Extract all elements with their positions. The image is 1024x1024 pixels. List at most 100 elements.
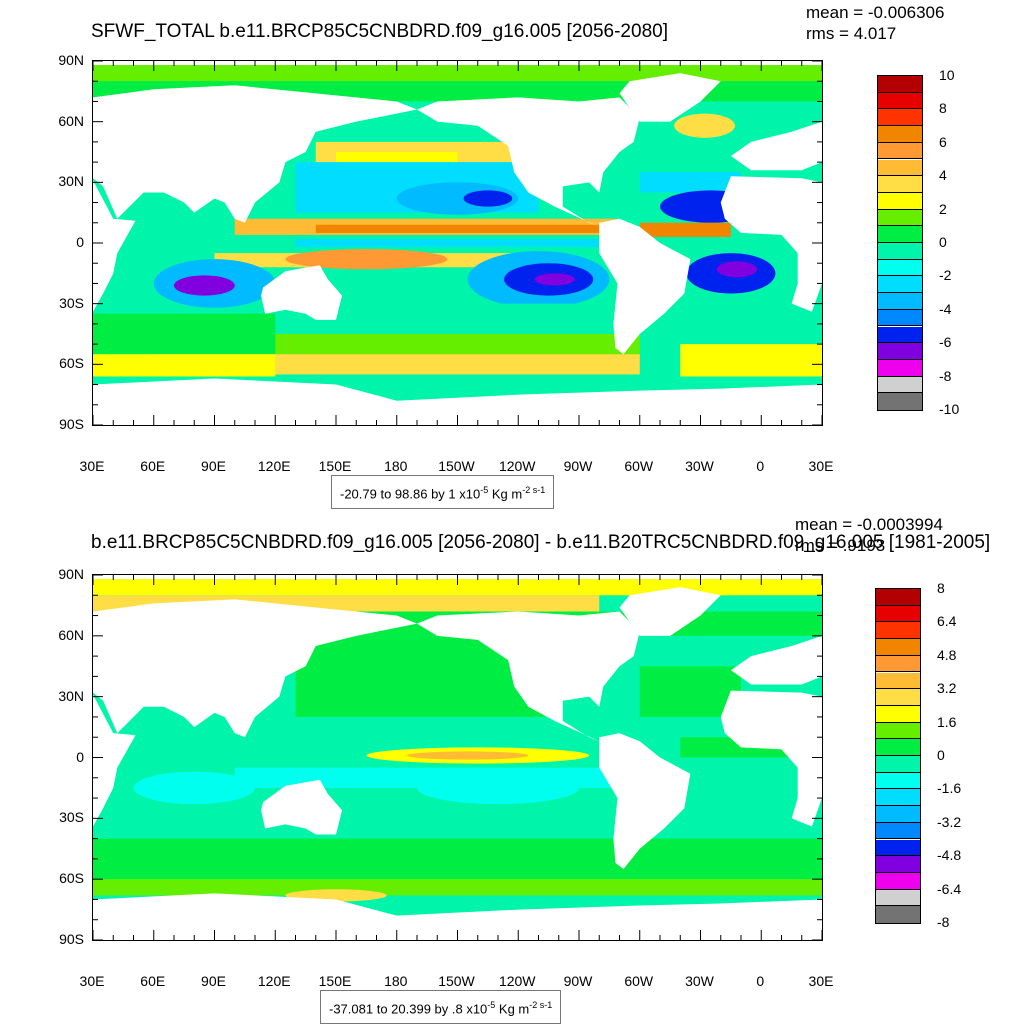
top-tick-marks xyxy=(93,61,822,425)
bottom-colorbar-cell xyxy=(876,639,920,656)
bottom-colorbar-label: 6.4 xyxy=(937,613,957,630)
bottom-colorbar-cell xyxy=(876,806,920,823)
top-y-tick-label: 0 xyxy=(76,234,84,250)
top-plot-title: SFWF_TOTAL b.e11.BRCP85C5CNBDRD.f09_g16.… xyxy=(91,21,668,42)
top-colorbar-cell xyxy=(878,243,922,260)
bottom-colorbar-label: -6.4 xyxy=(937,880,962,897)
africa-east-shape xyxy=(93,180,136,312)
top-field-svg xyxy=(93,61,822,425)
africa-east-shape xyxy=(93,694,136,827)
bottom-colorbar-label: 3.2 xyxy=(937,680,957,697)
top-colorbar-label: 6 xyxy=(939,133,947,150)
top-y-tick-label: 90N xyxy=(58,52,84,68)
bottom-colorbar-cell xyxy=(876,605,920,623)
bottom-colorbar-cell xyxy=(876,672,920,690)
bottom-colorbar-cell xyxy=(876,622,920,640)
bottom-colorbar-cell xyxy=(876,889,920,907)
bottom-y-tick-label: 90N xyxy=(58,566,84,582)
south-america-shape xyxy=(599,733,691,870)
top-x-tick-label: 90W xyxy=(563,458,593,474)
top-colorbar-cell xyxy=(878,376,922,394)
top-colorbar xyxy=(877,75,923,411)
europe-shape xyxy=(730,121,822,171)
field-blob xyxy=(174,275,235,296)
bottom-colorbar-cell xyxy=(876,655,920,673)
europe-shape xyxy=(730,635,822,685)
top-x-tick-label: 120E xyxy=(257,458,291,474)
field-band xyxy=(295,238,620,248)
top-colorbar-label: -8 xyxy=(939,367,952,384)
greenland-shape xyxy=(619,587,721,636)
top-colorbar-cell xyxy=(878,226,922,243)
top-colorbar-label: -10 xyxy=(939,401,960,417)
field-band xyxy=(639,222,731,237)
bottom-plot-title: b.e11.BRCP85C5CNBDRD.f09_g16.005 [2056-2… xyxy=(91,532,991,553)
africa-shape xyxy=(720,690,822,827)
top-colorbar-label: 4 xyxy=(939,167,947,184)
bottom-mean-label: mean = -0.0003994 xyxy=(795,515,943,534)
bottom-y-tick-label: 60N xyxy=(58,626,84,643)
top-colorbar-cell xyxy=(878,276,922,294)
field-blob xyxy=(534,273,575,286)
top-range-box: -20.79 to 98.86 by 1 x10-5 Kg m-2 s-1 xyxy=(331,475,555,510)
top-x-tick-label: 60E xyxy=(140,458,166,474)
top-range-unit: Kg m xyxy=(488,486,523,502)
australia-shape xyxy=(261,265,343,320)
field-band xyxy=(336,303,620,334)
top-land-mask xyxy=(93,61,822,425)
top-colorbar-cell xyxy=(878,142,922,160)
bottom-y-tick-label: 30N xyxy=(58,687,84,704)
field-blob xyxy=(285,249,448,270)
greenland-shape xyxy=(619,73,721,122)
top-colorbar-cell xyxy=(878,109,922,127)
top-rms-label: rms = 4.017 xyxy=(806,24,897,43)
top-x-tick-label: 120W xyxy=(498,458,536,474)
australia-shape xyxy=(261,779,343,835)
top-x-tick-label: 0 xyxy=(756,458,765,474)
field-blob xyxy=(406,751,529,760)
eurasia-shape xyxy=(93,85,417,223)
bottom-range-unit: Kg m xyxy=(495,1001,530,1017)
bottom-colorbar-cell xyxy=(876,906,920,923)
bottom-x-tick-label: 60E xyxy=(140,973,166,989)
bottom-colorbar-cell xyxy=(876,689,920,706)
bottom-x-tick-label: 30E xyxy=(79,973,105,989)
bottom-x-tick-label: 90E xyxy=(201,973,226,989)
top-colorbar-cell xyxy=(878,159,922,177)
bottom-colorbar-cell xyxy=(876,756,920,773)
antarctica-shape xyxy=(93,893,822,940)
field-blob xyxy=(674,113,735,138)
field-band xyxy=(639,172,741,193)
top-mean-label: mean = -0.006306 xyxy=(806,3,945,22)
top-range-unit-exponent: -2 s-1 xyxy=(522,485,546,495)
eurasia-shape xyxy=(93,599,417,738)
top-map-plot xyxy=(92,60,823,426)
bottom-range-exponent: -5 xyxy=(487,1000,496,1010)
bottom-x-tick-label: 90W xyxy=(563,973,593,989)
bottom-colorbar-label: -3.2 xyxy=(937,813,962,830)
bottom-x-tick-label: 0 xyxy=(756,973,765,989)
bottom-x-tick-label: 120W xyxy=(498,973,536,989)
bottom-colorbar-label: 1.6 xyxy=(937,713,957,730)
bottom-x-tick-label: 30W xyxy=(685,973,714,989)
bottom-x-tick-label: 150W xyxy=(438,973,475,989)
top-colorbar-label: 0 xyxy=(939,234,947,250)
bottom-x-tick-label: 60W xyxy=(624,973,654,989)
bottom-colorbar-label: -8 xyxy=(937,914,950,930)
field-band xyxy=(234,716,620,748)
field-band xyxy=(680,303,822,345)
top-colorbar-cell xyxy=(878,126,922,143)
bottom-tick-marks xyxy=(93,575,822,940)
top-colorbar-cell xyxy=(878,393,922,410)
antarctica-shape xyxy=(93,378,822,425)
top-colorbar-cell xyxy=(878,326,922,344)
bottom-map-plot xyxy=(92,574,823,941)
bottom-y-tick-label: 0 xyxy=(76,748,84,765)
field-band xyxy=(93,838,822,880)
top-x-tick-label: 30E xyxy=(79,458,105,474)
top-colorbar-label: -2 xyxy=(939,267,952,284)
bottom-field-svg xyxy=(93,575,822,940)
top-colorbar-cell xyxy=(878,176,922,193)
africa-shape xyxy=(720,176,822,312)
field-band xyxy=(680,344,822,377)
